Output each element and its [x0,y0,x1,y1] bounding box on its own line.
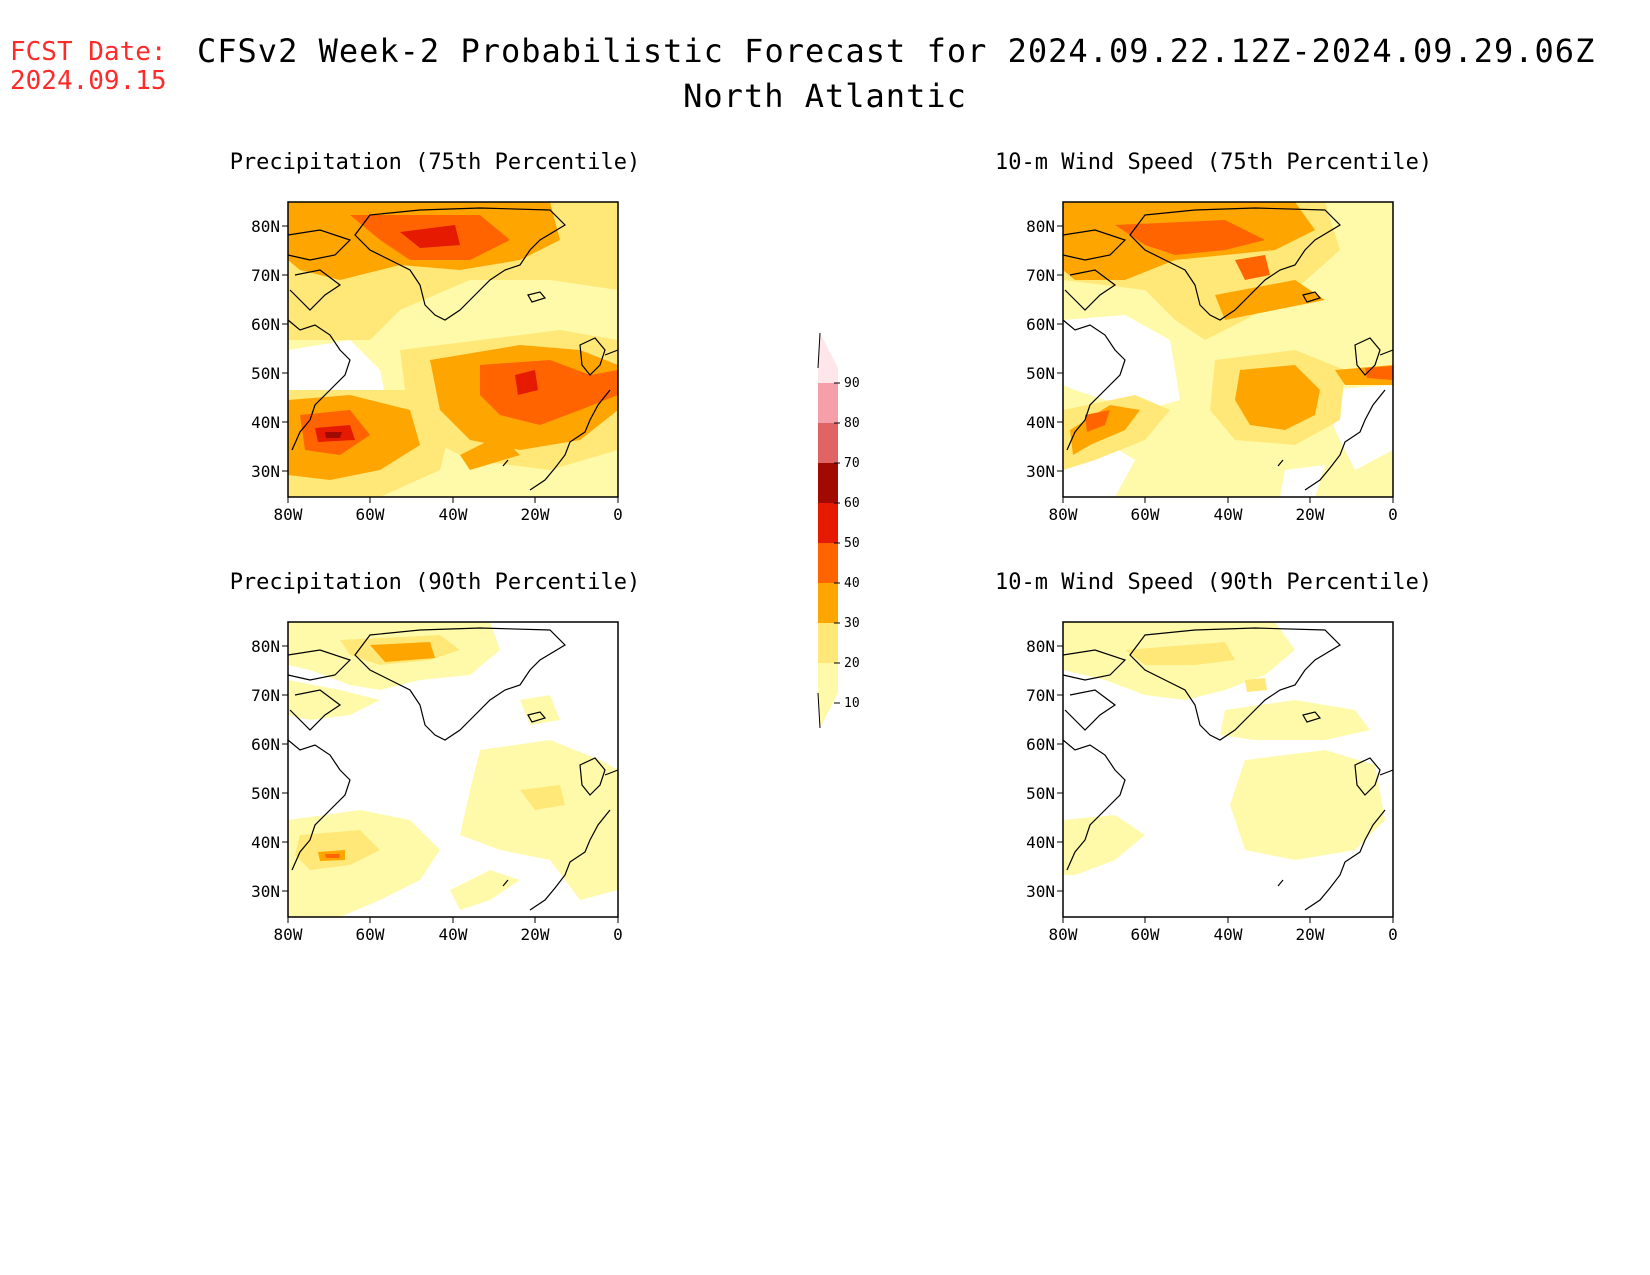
lon-tick-label: 20W [1296,505,1325,524]
lon-tick-label: 80W [274,505,303,524]
coastlines [1062,627,1394,911]
lon-axis: 80W 60W 40W 20W 0 [274,497,623,524]
page-title: CFSv2 Week-2 Probabilistic Forecast for … [197,32,1596,70]
lon-tick-label: 60W [356,505,385,524]
panel-title: 10-m Wind Speed (75th Percentile) [995,150,1433,175]
forecast-date-block: FCST Date: 2024.09.15 [10,38,167,96]
panel-title: Precipitation (75th Percentile) [229,150,641,175]
lat-tick-label: 50N [1026,784,1055,803]
colorbar-label: 50 [844,536,860,551]
colorbar-swatch [818,503,838,543]
map-precip-90: 80N 70N 60N 50N 40N 30N 80W 60W 40W 20W … [251,621,623,944]
colorbar-swatch [818,423,838,463]
lon-tick-label: 80W [274,925,303,944]
lat-tick-label: 80N [1026,217,1055,236]
lon-tick-label: 60W [1131,925,1160,944]
panel-title: Precipitation (90th Percentile) [229,570,641,595]
colorbar-swatch [818,463,838,503]
colorbar-label: 40 [844,576,860,591]
lat-tick-label: 40N [1026,833,1055,852]
lat-tick-label: 30N [251,882,280,901]
forecast-date-label: FCST Date: [10,37,167,67]
lat-tick-label: 70N [1026,266,1055,285]
lat-tick-label: 30N [1026,882,1055,901]
lat-tick-label: 40N [1026,413,1055,432]
lon-tick-label: 60W [356,925,385,944]
colorbar-label: 20 [844,656,860,671]
colorbar-edge [817,333,821,729]
colorbar-swatch [818,543,838,583]
lat-tick-label: 40N [251,413,280,432]
lat-tick-label: 50N [251,784,280,803]
shaded-regions [288,202,618,497]
lat-tick-label: 40N [251,833,280,852]
lat-tick-label: 60N [251,315,280,334]
colorbar-swatch [818,623,838,663]
colorbar-swatch [818,383,838,423]
lon-tick-label: 40W [439,505,468,524]
lon-tick-label: 0 [613,505,623,524]
colorbar-legend: 10 20 30 40 50 60 70 80 90 [817,333,860,729]
lon-tick-label: 20W [521,505,550,524]
lon-tick-label: 0 [613,925,623,944]
lat-tick-label: 60N [251,735,280,754]
panel-precip-90: Precipitation (90th Percentile) [220,570,650,990]
lat-tick-label: 70N [251,686,280,705]
panel-precip-75: Precipitation (75th Percentile) [220,150,650,570]
colorbar-swatches [817,333,838,729]
map-precip-75: 80N 70N 60N 50N 40N 30N 80W 60W 40W 20W … [251,201,623,524]
panel-wind-75: 10-m Wind Speed (75th Percentile) [995,150,1433,570]
lon-axis: 80W 60W 40W 20W 0 [274,917,623,944]
lon-tick-label: 40W [439,925,468,944]
forecast-date-value: 2024.09.15 [10,66,167,96]
lat-tick-label: 50N [1026,364,1055,383]
colorbar-label: 30 [844,616,860,631]
colorbar-label: 10 [844,696,860,711]
lat-tick-label: 80N [1026,637,1055,656]
colorbar-labels: 10 20 30 40 50 60 70 80 90 [834,376,860,711]
lon-axis: 80W 60W 40W 20W 0 [1049,497,1398,524]
map-wind-75: 80N 70N 60N 50N 40N 30N 80W 60W 40W 20W … [1026,201,1398,524]
region-title: North Atlantic [683,77,967,115]
colorbar-swatch [818,333,838,383]
lon-axis: 80W 60W 40W 20W 0 [1049,917,1398,944]
lon-tick-label: 0 [1388,925,1398,944]
colorbar-label: 60 [844,496,860,511]
lat-axis: 80N 70N 60N 50N 40N 30N [1026,637,1063,901]
lat-tick-label: 30N [1026,462,1055,481]
lat-tick-label: 60N [1026,315,1055,334]
colorbar-swatch [818,663,838,728]
colorbar-label: 70 [844,456,860,471]
lon-tick-label: 80W [1049,925,1078,944]
lon-tick-label: 60W [1131,505,1160,524]
lon-tick-label: 80W [1049,505,1078,524]
lon-tick-label: 20W [1296,925,1325,944]
lat-tick-label: 50N [251,364,280,383]
lat-tick-label: 80N [251,637,280,656]
map-wind-90: 80N 70N 60N 50N 40N 30N 80W 60W 40W 20W … [1026,621,1398,944]
colorbar-label: 80 [844,416,860,431]
lat-axis: 80N 70N 60N 50N 40N 30N [251,637,288,901]
lon-tick-label: 20W [521,925,550,944]
shaded-regions [1063,622,1385,875]
lat-tick-label: 70N [251,266,280,285]
shaded-regions [288,622,618,917]
lat-tick-label: 70N [1026,686,1055,705]
coastlines [287,207,619,491]
lon-tick-label: 0 [1388,505,1398,524]
lat-tick-label: 30N [251,462,280,481]
lat-tick-label: 60N [1026,735,1055,754]
lon-tick-label: 40W [1214,505,1243,524]
panel-wind-90: 10-m Wind Speed (90th Percentile) [995,570,1433,990]
lat-axis: 80N 70N 60N 50N 40N 30N [1026,217,1063,481]
coastlines [1062,207,1394,491]
panel-title: 10-m Wind Speed (90th Percentile) [995,570,1433,595]
lat-axis: 80N 70N 60N 50N 40N 30N [251,217,288,481]
colorbar-label: 90 [844,376,860,391]
colorbar-swatch [818,583,838,623]
lon-tick-label: 40W [1214,925,1243,944]
coastlines [287,627,619,911]
lat-tick-label: 80N [251,217,280,236]
